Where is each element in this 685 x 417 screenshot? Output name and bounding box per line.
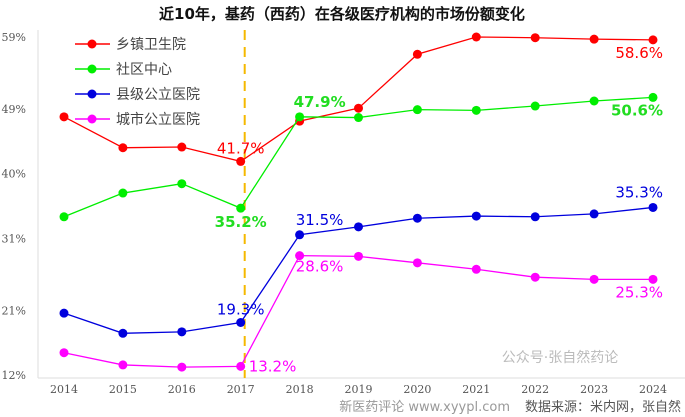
data-point bbox=[177, 362, 187, 372]
y-tick-label: 21% bbox=[2, 304, 26, 317]
data-label: 58.6% bbox=[615, 44, 663, 62]
data-point bbox=[354, 113, 363, 123]
data-point bbox=[295, 251, 305, 261]
x-tick-label: 2018 bbox=[286, 383, 314, 396]
data-label: 47.9% bbox=[294, 93, 346, 111]
data-point bbox=[648, 202, 658, 212]
y-tick-label: 49% bbox=[2, 103, 26, 116]
legend-label: 县级公立医院 bbox=[116, 87, 200, 103]
data-point bbox=[59, 112, 69, 122]
source-note: 数据来源：米内网，张自然 bbox=[525, 399, 681, 415]
data-point bbox=[236, 361, 246, 371]
y-tick-label: 59% bbox=[2, 31, 26, 44]
data-point bbox=[236, 156, 246, 166]
watermark: 公众号·张自然药论 bbox=[502, 349, 618, 366]
legend-marker bbox=[87, 89, 97, 99]
data-point bbox=[236, 318, 246, 328]
data-point bbox=[177, 327, 187, 337]
data-point bbox=[471, 264, 481, 274]
x-tick-label: 2016 bbox=[168, 383, 196, 396]
data-point bbox=[589, 34, 599, 44]
data-point bbox=[648, 274, 658, 284]
chart-title: 近10年，基药（西药）在各级医疗机构的市场份额变化 bbox=[159, 5, 525, 23]
data-point bbox=[177, 142, 187, 152]
data-point bbox=[589, 274, 599, 284]
x-tick-label: 2015 bbox=[109, 383, 137, 396]
legend-label: 乡镇卫生院 bbox=[116, 37, 186, 53]
data-point bbox=[118, 360, 128, 370]
legend-marker bbox=[87, 64, 97, 74]
data-point bbox=[177, 179, 187, 189]
data-point bbox=[118, 143, 128, 153]
data-point bbox=[530, 101, 540, 111]
data-point bbox=[412, 258, 422, 268]
x-tick-label: 2021 bbox=[462, 383, 490, 396]
data-point bbox=[354, 222, 363, 232]
data-point bbox=[530, 212, 540, 222]
data-point bbox=[471, 32, 481, 42]
x-tick-label: 2022 bbox=[521, 383, 549, 396]
data-point bbox=[530, 33, 540, 43]
watermark-site: 新医药评论 www.xyypl.com bbox=[339, 399, 510, 415]
x-tick-label: 2017 bbox=[227, 383, 255, 396]
data-point bbox=[412, 105, 422, 115]
data-label: 35.2% bbox=[215, 213, 267, 231]
data-point bbox=[118, 188, 128, 198]
legend-label: 城市公立医院 bbox=[116, 111, 200, 128]
data-point bbox=[236, 203, 246, 213]
data-label: 13.2% bbox=[249, 357, 297, 375]
data-point bbox=[412, 49, 422, 59]
data-point bbox=[295, 112, 305, 122]
data-point bbox=[589, 209, 599, 219]
data-label: 25.3% bbox=[615, 283, 663, 301]
x-tick-label: 2020 bbox=[403, 383, 431, 396]
y-tick-label: 40% bbox=[2, 168, 26, 181]
x-tick-label: 2014 bbox=[50, 383, 78, 396]
x-tick-label: 2019 bbox=[345, 383, 373, 396]
legend-marker bbox=[87, 114, 97, 124]
data-label: 41.7% bbox=[217, 139, 265, 157]
data-point bbox=[471, 105, 481, 115]
data-point bbox=[354, 103, 363, 113]
data-point bbox=[59, 308, 69, 318]
x-tick-label: 2024 bbox=[639, 383, 667, 396]
data-point bbox=[471, 211, 481, 221]
data-point bbox=[648, 35, 658, 45]
data-label: 28.6% bbox=[296, 258, 344, 276]
legend-label: 社区中心 bbox=[116, 62, 172, 78]
y-tick-label: 12% bbox=[2, 369, 26, 382]
legend-marker bbox=[87, 39, 97, 49]
data-label: 31.5% bbox=[296, 211, 344, 229]
data-label: 19.3% bbox=[217, 301, 265, 319]
y-tick-label: 31% bbox=[2, 232, 26, 245]
data-label: 35.3% bbox=[615, 183, 663, 201]
data-point bbox=[589, 96, 599, 106]
data-label: 50.6% bbox=[611, 101, 663, 119]
data-point bbox=[530, 272, 540, 282]
data-point bbox=[648, 92, 658, 102]
data-point bbox=[412, 213, 422, 223]
data-point bbox=[59, 212, 69, 222]
data-point bbox=[118, 328, 128, 338]
data-point bbox=[354, 251, 363, 261]
data-point bbox=[295, 230, 305, 240]
x-tick-label: 2023 bbox=[580, 383, 608, 396]
data-point bbox=[59, 348, 69, 358]
